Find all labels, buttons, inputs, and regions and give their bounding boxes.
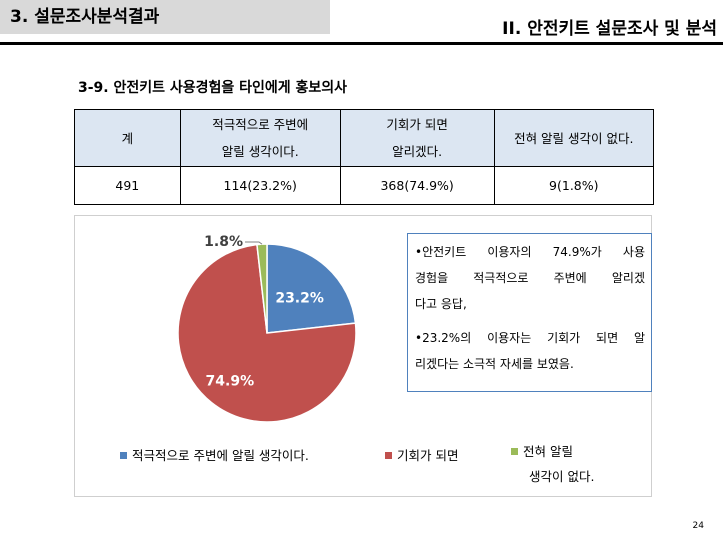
pie-data-label: 23.2% [275, 291, 324, 307]
legend-swatch-red [385, 452, 392, 459]
header-line: 기회가 되면 [386, 117, 448, 132]
section-header-title: 3. 설문조사분석결과 [10, 7, 160, 27]
header-actively-promote: 적극적으로 주변에 알릴 생각이다. [179, 109, 341, 167]
legend-label-line2: 생각이 없다. [529, 469, 595, 484]
header-line: 계 [121, 130, 134, 146]
header-total: 계 [74, 109, 181, 167]
header-line: 적극적으로 주변에 [212, 117, 309, 132]
header-if-opportunity: 기회가 되면 알리겠다. [339, 109, 495, 167]
pie-chart: 23.2% 74.9% 1.8% [177, 234, 357, 423]
table-header-row: 계 적극적으로 주변에 알릴 생각이다. 기회가 되면 알리겠다. 전혀 알릴 … [74, 109, 655, 167]
pie-data-label: 1.8% [204, 234, 243, 250]
pie-slice-opportunity [177, 243, 357, 423]
legend-label: 전혀 알릴 [523, 444, 573, 459]
table-row: 491 114(23.2%) 368(74.9%) 9(1.8%) [74, 166, 655, 205]
legend-swatch-blue [120, 452, 127, 459]
note-line: 리겠다는 소극적 자세를 보였음. [415, 357, 574, 371]
note-line: 다고 응답, [415, 297, 467, 311]
header-line: 전혀 알릴 생각이 없다. [514, 130, 634, 146]
cell-total: 491 [74, 166, 181, 205]
legend-swatch-green [511, 448, 518, 455]
cell-no-intention: 9(1.8%) [493, 166, 655, 205]
section-header: 3. 설문조사분석결과 [0, 0, 330, 34]
legend-label: 기회가 되면 [397, 448, 459, 463]
pie-data-label: 74.9% [206, 374, 255, 390]
header-line: 알릴 생각이다. [221, 144, 299, 159]
cell-actively-promote: 114(23.2%) [179, 166, 341, 205]
cell-if-opportunity: 368(74.9%) [339, 166, 495, 205]
legend-item-active: 적극적으로 주변에 알릴 생각이다. [120, 445, 309, 464]
note-spacer [415, 317, 645, 325]
header-line: 알리겠다. [392, 144, 443, 159]
note-line: 경험을 적극적으로 주변에 알리겠 [415, 271, 645, 285]
pie-slice-none [256, 243, 268, 334]
legend-label: 적극적으로 주변에 알릴 생각이다. [132, 448, 309, 463]
legend-item-opportunity: 기회가 되면 [385, 445, 458, 464]
subsection-title: 3-9. 안전키트 사용경험을 타인에게 홍보의사 [78, 80, 348, 96]
pie-leader-line [245, 241, 263, 245]
note-line: •23.2%의 이용자는 기회가 되면 알 [415, 331, 645, 345]
chapter-title: II. 안전키트 설문조사 및 분석 [502, 19, 717, 39]
legend-item-none: 전혀 알릴 생각이 없다. [511, 439, 594, 489]
page-number: 24 [692, 521, 704, 531]
header-no-intention: 전혀 알릴 생각이 없다. [493, 109, 655, 167]
note-line: •안전키트 이용자의 74.9%가 사용 [415, 245, 645, 259]
chart-panel: 23.2% 74.9% 1.8% •안전키트 이용자의 74.9%가 사용 경험을 … [74, 215, 652, 497]
survey-result-table: 계 적극적으로 주변에 알릴 생각이다. 기회가 되면 알리겠다. 전혀 알릴 … [74, 109, 655, 205]
summary-note: •안전키트 이용자의 74.9%가 사용 경험을 적극적으로 주변에 알리겠 다… [407, 233, 652, 392]
pie-slice-active [266, 243, 357, 334]
header-divider [0, 42, 723, 45]
